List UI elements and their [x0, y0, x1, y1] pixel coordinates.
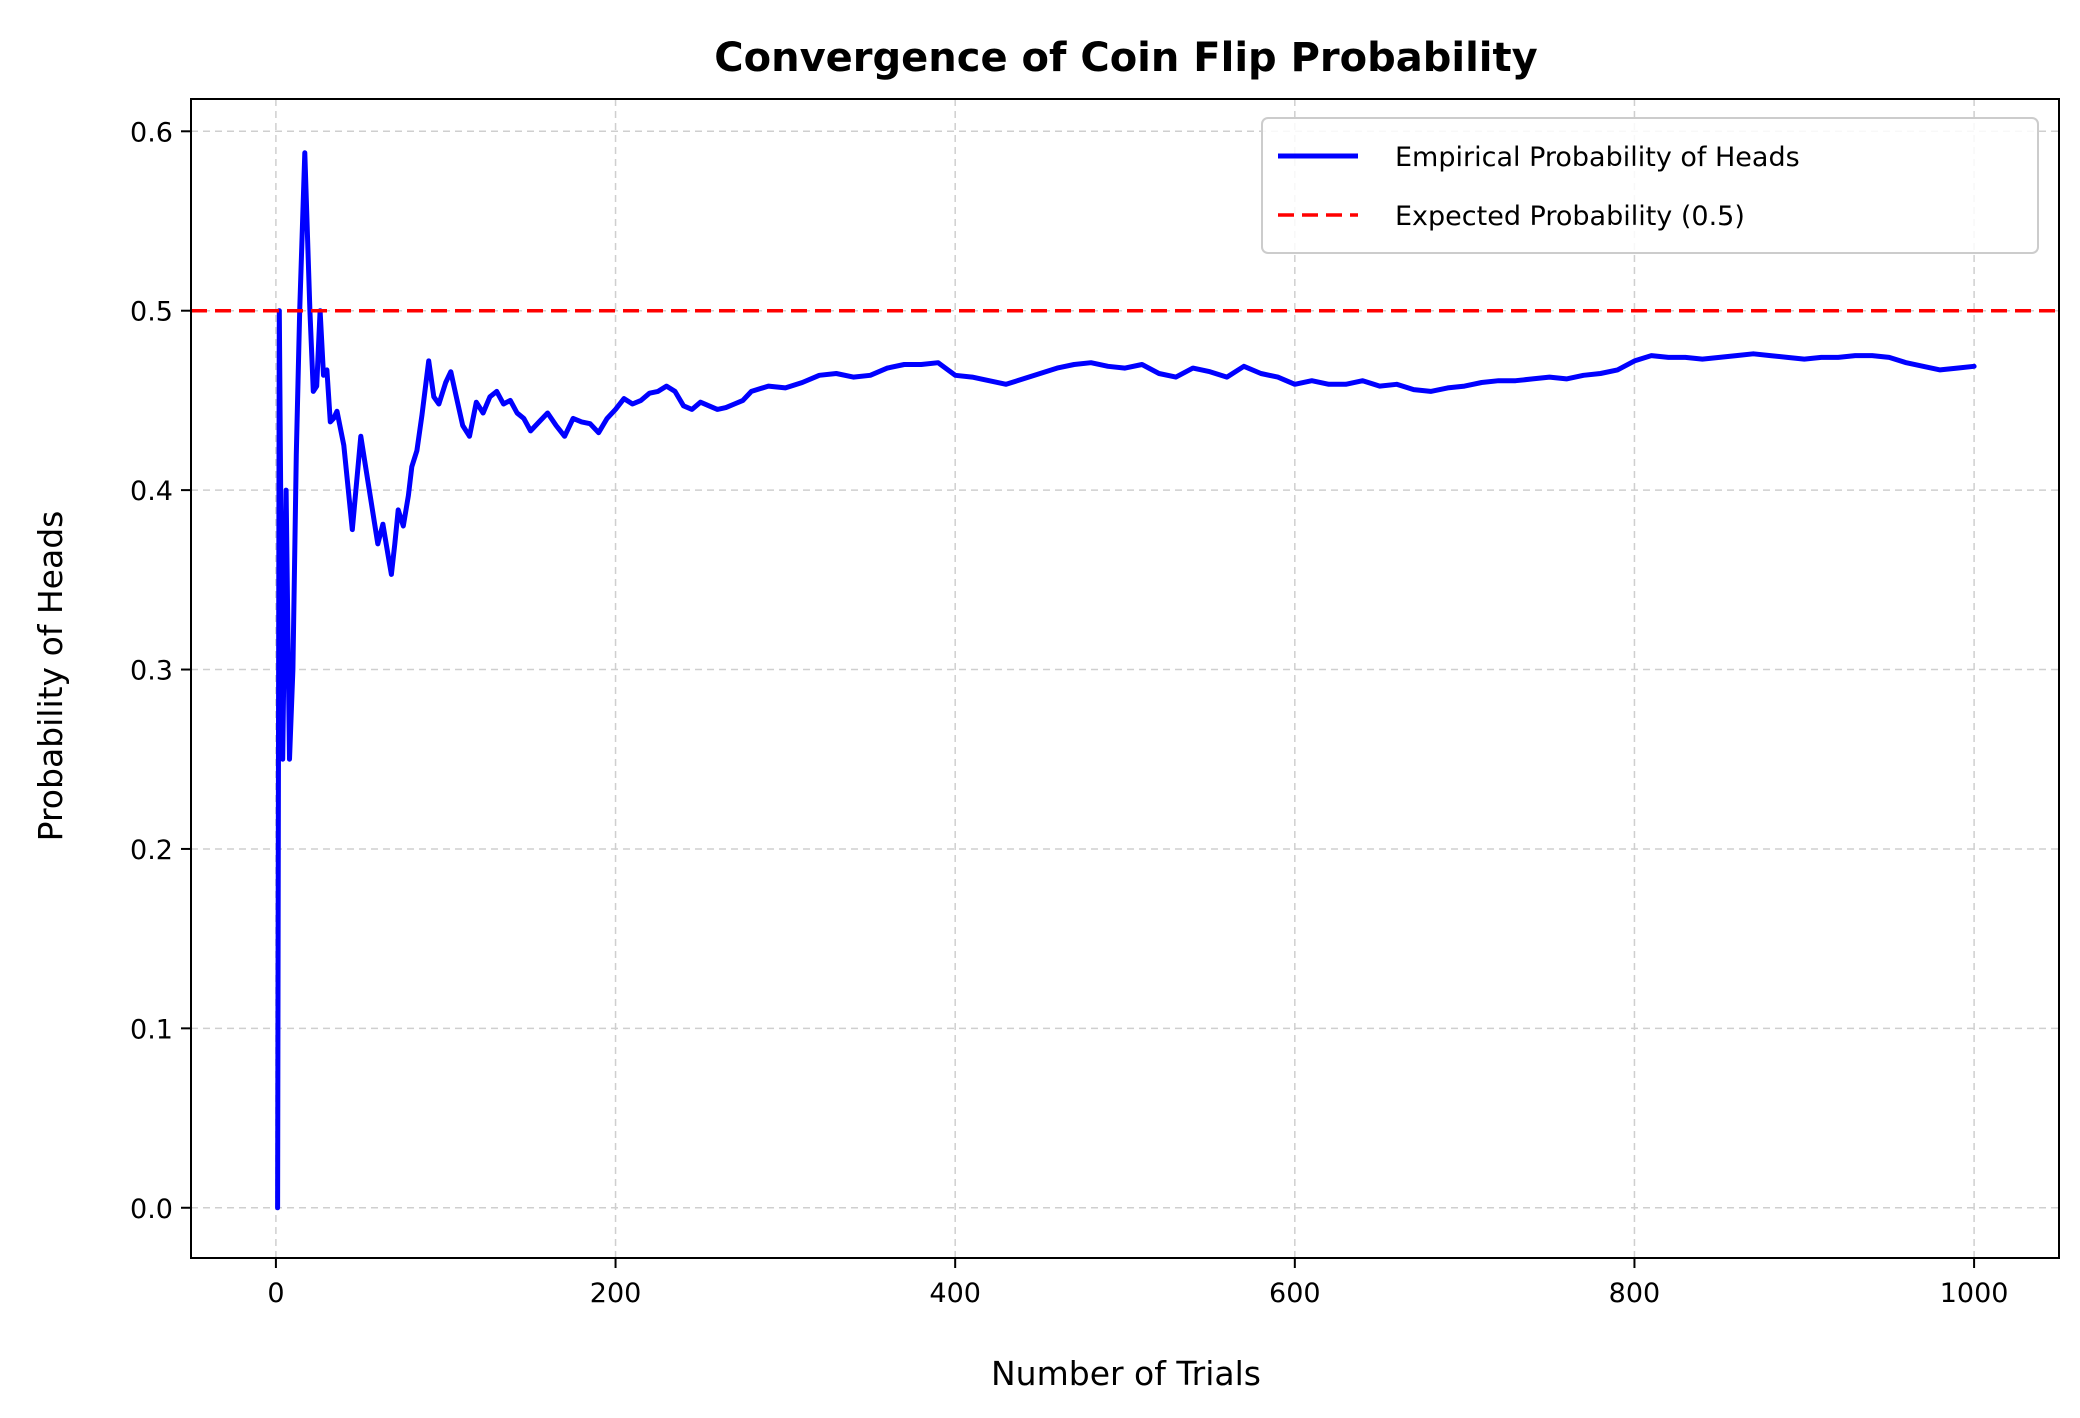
legend: Empirical Probability of Heads Expected … [1261, 117, 2039, 254]
y-tick-label: 0.0 [130, 1194, 173, 1225]
x-tick-label: 800 [1609, 1278, 1661, 1309]
y-tick-label: 0.5 [130, 297, 173, 328]
chart-title: Convergence of Coin Flip Probability [714, 35, 1537, 81]
x-tick-label: 0 [267, 1278, 284, 1309]
y-tick-label: 0.6 [130, 117, 173, 148]
y-axis: 0.0 0.1 0.2 0.3 0.4 0.5 0.6 [130, 117, 191, 1225]
x-tick-label: 400 [929, 1278, 981, 1309]
x-tick-label: 200 [590, 1278, 642, 1309]
y-tick-label: 0.1 [130, 1014, 173, 1045]
series-line-empirical [275, 150, 1977, 1211]
x-tick-label: 600 [1269, 1278, 1321, 1309]
y-tick-label: 0.3 [130, 656, 173, 687]
legend-label-expected: Expected Probability (0.5) [1395, 201, 1745, 232]
y-tick-label: 0.2 [130, 835, 173, 866]
x-axis-label: Number of Trials [991, 1354, 1261, 1393]
legend-label-empirical: Empirical Probability of Heads [1395, 142, 1800, 173]
y-tick-label: 0.4 [130, 476, 173, 507]
legend-box [1261, 117, 2039, 254]
plot-frame [190, 98, 2060, 1259]
plot-area [191, 150, 2059, 1211]
y-axis-label: Probability of Heads [31, 511, 70, 842]
grid-lines [191, 99, 2059, 1258]
x-tick-label: 1000 [1940, 1278, 2009, 1309]
x-axis: 0 200 400 600 800 1000 [267, 1258, 2008, 1309]
